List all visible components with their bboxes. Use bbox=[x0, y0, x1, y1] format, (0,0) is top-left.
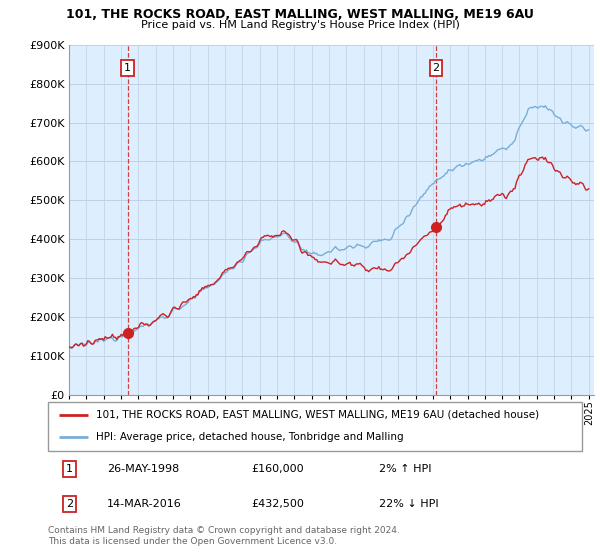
Text: 2% ↑ HPI: 2% ↑ HPI bbox=[379, 464, 431, 474]
Text: £432,500: £432,500 bbox=[251, 499, 304, 509]
Text: 2: 2 bbox=[433, 63, 440, 73]
Text: £160,000: £160,000 bbox=[251, 464, 304, 474]
Text: HPI: Average price, detached house, Tonbridge and Malling: HPI: Average price, detached house, Tonb… bbox=[96, 432, 404, 442]
Text: 101, THE ROCKS ROAD, EAST MALLING, WEST MALLING, ME19 6AU (detached house): 101, THE ROCKS ROAD, EAST MALLING, WEST … bbox=[96, 410, 539, 420]
Text: 14-MAR-2016: 14-MAR-2016 bbox=[107, 499, 181, 509]
Text: 101, THE ROCKS ROAD, EAST MALLING, WEST MALLING, ME19 6AU: 101, THE ROCKS ROAD, EAST MALLING, WEST … bbox=[66, 8, 534, 21]
Text: 2: 2 bbox=[66, 499, 73, 509]
Text: Contains HM Land Registry data © Crown copyright and database right 2024.
This d: Contains HM Land Registry data © Crown c… bbox=[48, 526, 400, 546]
FancyBboxPatch shape bbox=[48, 402, 582, 451]
Text: 22% ↓ HPI: 22% ↓ HPI bbox=[379, 499, 439, 509]
Text: Price paid vs. HM Land Registry's House Price Index (HPI): Price paid vs. HM Land Registry's House … bbox=[140, 20, 460, 30]
Text: 26-MAY-1998: 26-MAY-1998 bbox=[107, 464, 179, 474]
Text: 1: 1 bbox=[66, 464, 73, 474]
Text: 1: 1 bbox=[124, 63, 131, 73]
